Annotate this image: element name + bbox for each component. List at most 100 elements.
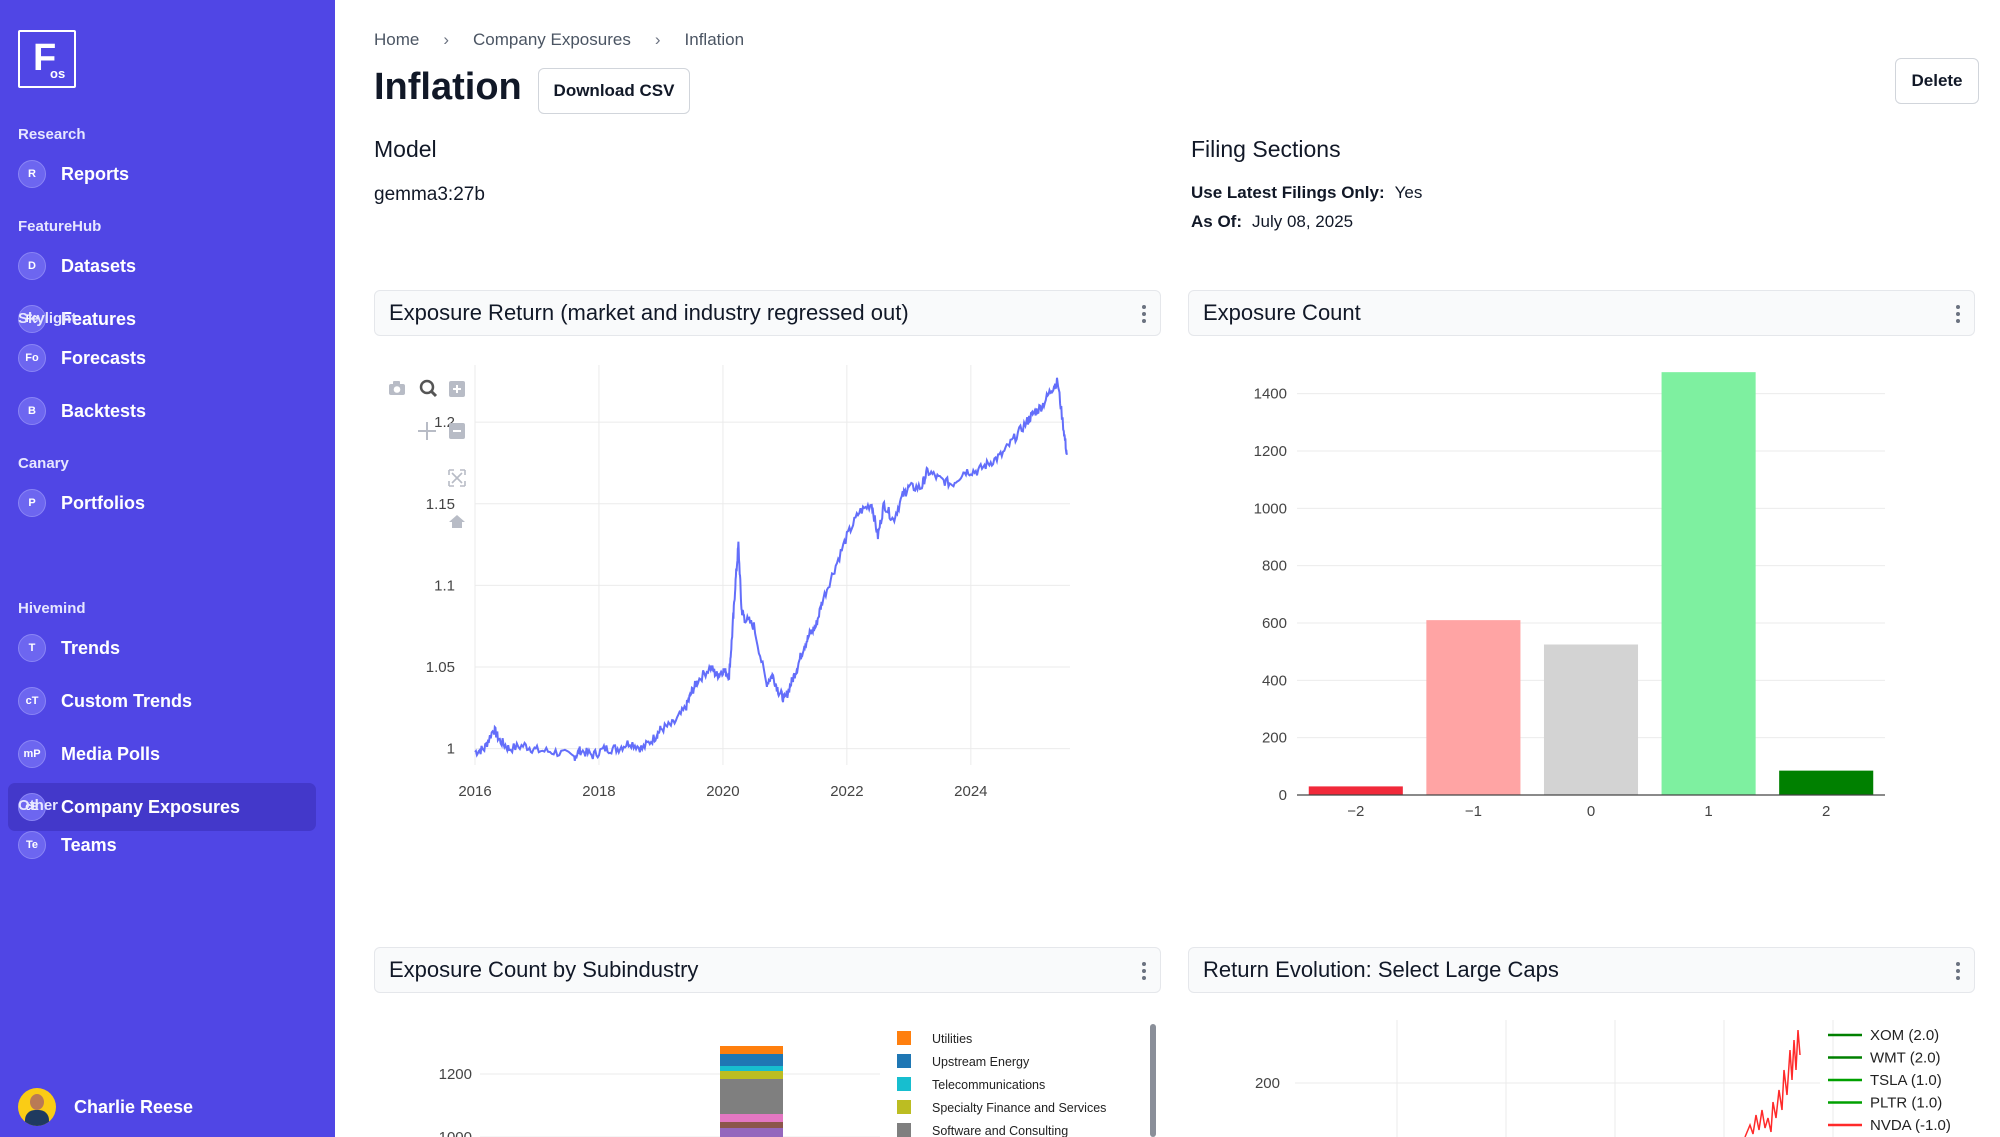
legend-label[interactable]: Upstream Energy [932, 1055, 1030, 1069]
legend-label[interactable]: NVDA (-1.0) [1870, 1117, 1951, 1134]
bar-1[interactable] [1426, 620, 1521, 795]
zoom-out-icon[interactable] [449, 423, 465, 439]
legend-swatch [897, 1031, 911, 1045]
more-options-icon[interactable] [1956, 305, 1960, 323]
bar-3[interactable] [1661, 372, 1756, 795]
sidebar-item-badge: Fe [18, 305, 46, 333]
legend-label[interactable]: PLTR (1.0) [1870, 1095, 1942, 1112]
user-name: Charlie Reese [74, 1096, 194, 1117]
sidebar-item-features[interactable]: Fe Features [8, 295, 316, 343]
app-logo[interactable]: F os [18, 30, 76, 88]
breadcrumb-current: Inflation [684, 30, 745, 49]
sidebar-item-teams[interactable]: Te Teams [8, 821, 316, 869]
more-options-icon[interactable] [1142, 305, 1146, 323]
breadcrumb: Home › Company Exposures › Inflation [374, 30, 744, 50]
sidebar-item-badge: R [18, 160, 46, 188]
stack-segment[interactable] [720, 1046, 783, 1054]
stack-segment[interactable] [720, 1066, 783, 1071]
legend-scrollbar[interactable] [1150, 1024, 1156, 1137]
sidebar-item-backtests[interactable]: B Backtests [8, 387, 316, 435]
sidebar-item-badge: mP [18, 740, 46, 768]
sidebar-item-badge: Fo [18, 344, 46, 372]
y-tick-label: 1400 [1254, 386, 1287, 403]
user-profile[interactable]: Charlie Reese [18, 1088, 193, 1126]
chevron-right-icon: › [443, 30, 450, 49]
nvda-line [1744, 1029, 1801, 1137]
stack-segment[interactable] [720, 1079, 783, 1114]
x-tick-label: 2018 [582, 783, 615, 800]
sidebar-item-badge: B [18, 397, 46, 425]
bar-2[interactable] [1543, 644, 1639, 796]
sidebar-item-custom-trends[interactable]: cT Custom Trends [8, 677, 316, 725]
subindustry-chart[interactable]: 1200 1000 Utilities Upstream Energy Telecomm… [380, 1010, 1160, 1137]
as-of-label: As Of: [1191, 212, 1242, 231]
sidebar: F os Research R Reports FeatureHub D Datasets… [0, 0, 335, 1137]
exposure-return-card-header: Exposure Return (market and industry reg… [374, 290, 1161, 336]
stack-segment[interactable] [720, 1122, 783, 1128]
latest-filings-label: Use Latest Filings Only: [1191, 183, 1385, 202]
exposure-return-line [474, 377, 1068, 761]
sidebar-item-label: Portfolios [61, 492, 145, 513]
latest-filings-row: Use Latest Filings Only: Yes [1191, 183, 1422, 203]
sidebar-item-media-polls[interactable]: mP Media Polls [8, 730, 316, 778]
logo-letter: F [33, 37, 57, 79]
zoom-in-icon[interactable] [449, 381, 465, 397]
sidebar-item-label: Custom Trends [61, 690, 193, 711]
legend-label[interactable]: Utilities [932, 1032, 972, 1046]
breadcrumb-company-exposures[interactable]: Company Exposures [473, 30, 631, 49]
sidebar-item-label: Reports [61, 163, 130, 184]
sidebar-item-badge: D [18, 252, 46, 280]
legend-label[interactable]: XOM (2.0) [1870, 1027, 1939, 1044]
sidebar-item-forecasts[interactable]: Fo Forecasts [8, 334, 316, 382]
y-tick-label: 200 [1262, 730, 1287, 747]
return-evolution-chart[interactable]: 200 XOM (2.0) WMT (2.0) TSLA (1.0) PLTR (1.0… [1200, 1010, 1980, 1137]
sidebar-item-portfolios[interactable]: P Portfolios [8, 479, 316, 527]
legend-label[interactable]: WMT (2.0) [1870, 1050, 1941, 1067]
evolution-card-header: Return Evolution: Select Large Caps [1188, 947, 1975, 993]
pan-icon[interactable] [418, 422, 436, 440]
breadcrumb-home[interactable]: Home [374, 30, 420, 49]
stack-segment[interactable] [720, 1114, 783, 1122]
bar-4[interactable] [1779, 770, 1874, 795]
x-tick-label: 2 [1822, 803, 1830, 820]
sidebar-item-badge: Te [18, 831, 46, 859]
camera-icon[interactable] [389, 381, 405, 395]
exposure-count-chart[interactable]: 0 200 400 600 800 1000 1200 1400 −2 −1 0 1 2 [1200, 355, 1980, 825]
more-options-icon[interactable] [1956, 962, 1960, 980]
x-tick-label: 2022 [830, 783, 863, 800]
bar-0[interactable] [1308, 786, 1403, 795]
y-tick-label: 1.15 [426, 496, 455, 513]
sidebar-item-badge: cE [18, 793, 46, 821]
y-tick-label: 1200 [1254, 443, 1287, 460]
sidebar-item-label: Forecasts [61, 347, 147, 368]
home-icon[interactable] [449, 515, 465, 528]
legend-label[interactable]: Software and Consulting [932, 1124, 1068, 1137]
sidebar-item-reports[interactable]: R Reports [8, 150, 316, 198]
zoom-icon[interactable] [419, 379, 438, 398]
autoscale-icon[interactable] [448, 469, 466, 487]
x-tick-label: 0 [1587, 803, 1595, 820]
sidebar-item-trends[interactable]: T Trends [8, 624, 316, 672]
stack-segment[interactable] [720, 1071, 783, 1079]
legend-swatch [897, 1077, 911, 1091]
sidebar-item-datasets[interactable]: D Datasets [8, 242, 316, 290]
avatar [18, 1088, 56, 1126]
sidebar-item-badge: P [18, 489, 46, 517]
y-tick-label: 400 [1262, 672, 1287, 689]
y-tick-label: 1.1 [434, 577, 455, 594]
stack-segment[interactable] [720, 1054, 783, 1066]
chevron-right-icon: › [654, 30, 661, 49]
sidebar-section-label: FeatureHub [18, 218, 102, 235]
sidebar-item-company-exposures[interactable]: cE Company Exposures [8, 783, 316, 831]
legend-label[interactable]: Specialty Finance and Services [932, 1101, 1106, 1115]
sidebar-item-label: Datasets [61, 255, 137, 276]
stack-segment[interactable] [720, 1128, 783, 1137]
legend-label[interactable]: Telecommunications [932, 1078, 1045, 1092]
model-heading: Model [374, 136, 437, 162]
download-csv-button[interactable]: Download CSV [538, 68, 690, 114]
more-options-icon[interactable] [1142, 962, 1146, 980]
model-value: gemma3:27b [374, 184, 485, 205]
delete-button[interactable]: Delete [1895, 58, 1979, 104]
legend-label[interactable]: TSLA (1.0) [1870, 1072, 1942, 1089]
